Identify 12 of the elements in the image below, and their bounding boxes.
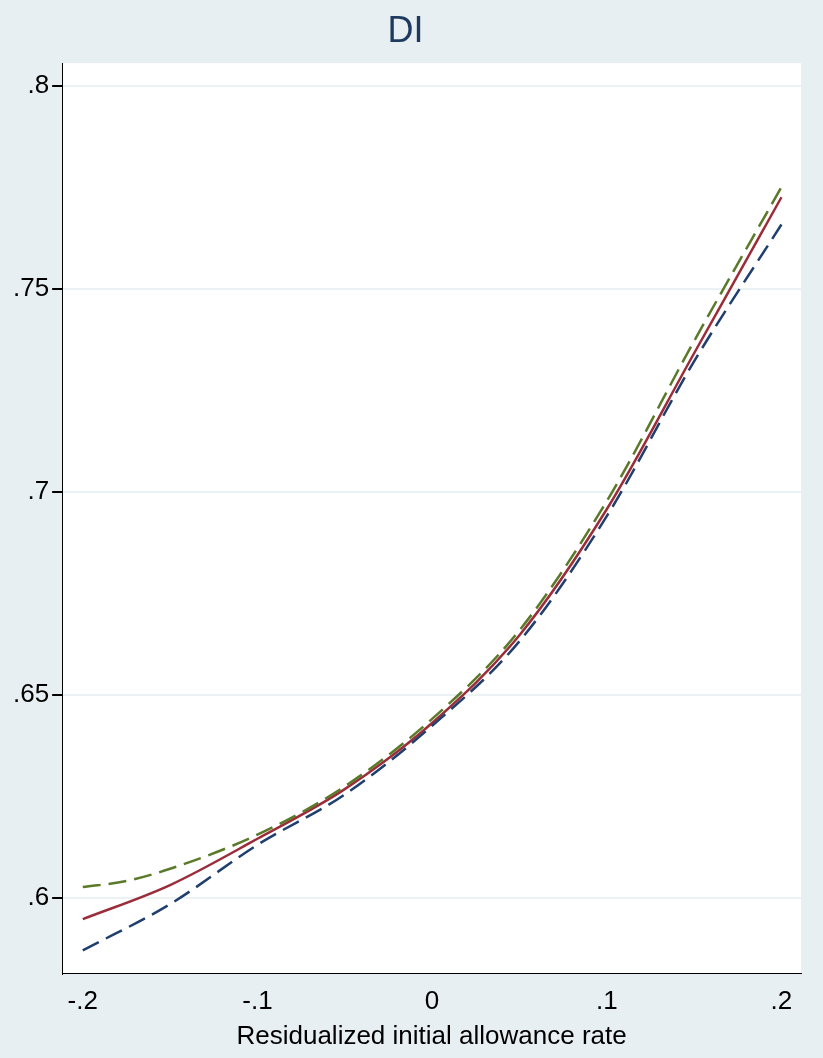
x-tick-label: -.1 — [242, 985, 273, 1016]
y-tick-label: .65 — [12, 678, 50, 709]
x-axis-title: Residualized initial allowance rate — [236, 1019, 627, 1050]
y-tick-label: .8 — [27, 68, 50, 99]
chart-title: DI — [387, 8, 424, 50]
y-tick-label: .75 — [12, 271, 50, 302]
x-tick-label: -.2 — [67, 985, 98, 1016]
y-tick-label: .7 — [27, 474, 50, 505]
x-tick-label: 0 — [424, 985, 440, 1016]
y-tick-label: .6 — [27, 881, 50, 912]
x-tick-label: .2 — [770, 985, 793, 1016]
x-tick-label: .1 — [595, 985, 618, 1016]
